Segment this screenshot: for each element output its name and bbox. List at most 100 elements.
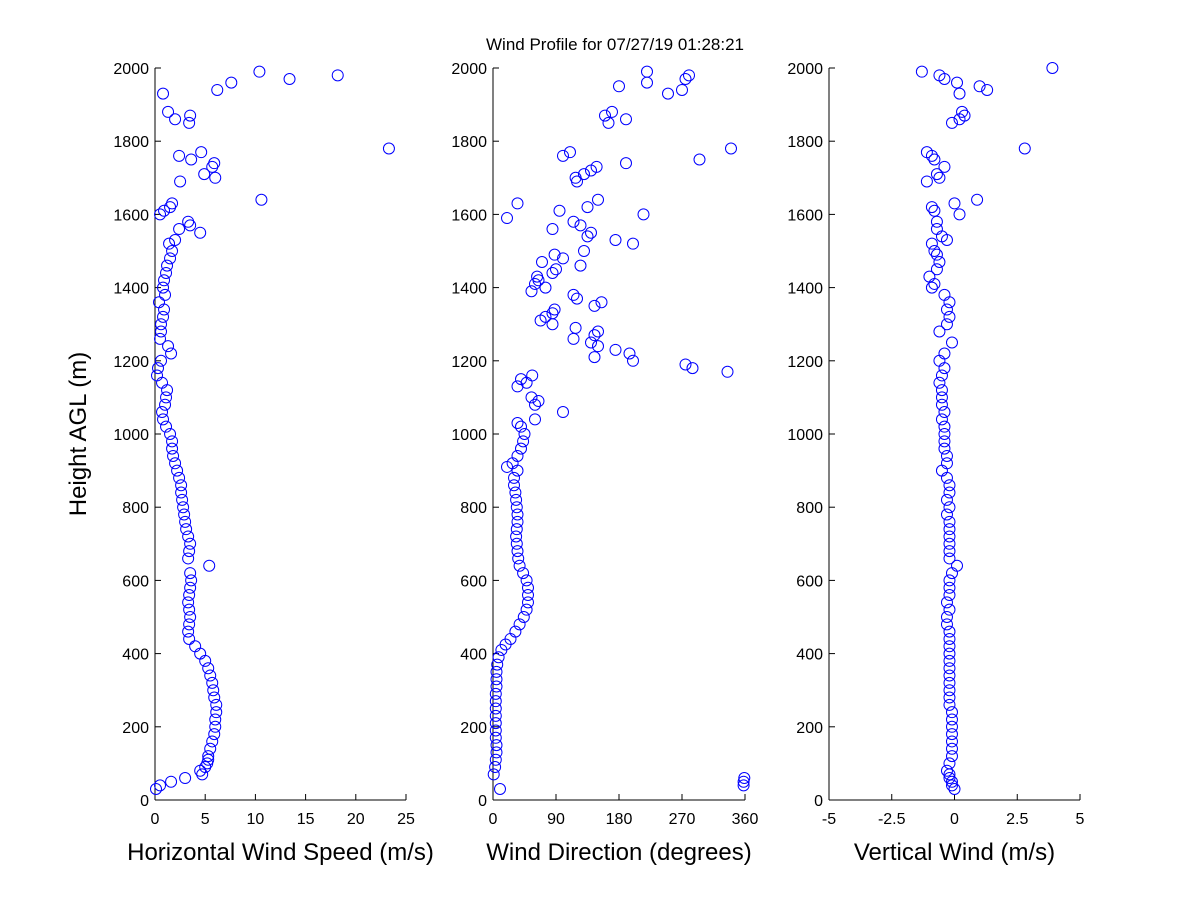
data-point: [382, 142, 395, 155]
data-point: [546, 266, 559, 279]
data-point: [935, 413, 948, 426]
x-tick-label: 270: [669, 811, 696, 828]
data-point: [928, 153, 941, 166]
data-point: [945, 713, 958, 726]
data-point: [940, 596, 953, 609]
data-point: [943, 310, 956, 323]
data-point: [154, 779, 167, 792]
data-point: [202, 662, 215, 675]
data-point: [620, 113, 632, 126]
data-point: [183, 618, 196, 631]
data-point: [155, 325, 168, 338]
y-tick-label: 0: [478, 793, 487, 810]
y-tick-label: 1000: [113, 427, 149, 444]
data-point: [943, 530, 956, 543]
data-point: [489, 753, 502, 766]
data-point: [525, 391, 538, 404]
data-point: [185, 574, 198, 587]
data-point: [194, 647, 207, 660]
data-point: [637, 208, 650, 221]
data-point: [943, 662, 956, 675]
data-point: [546, 318, 559, 331]
data-point: [943, 486, 956, 499]
data-point: [938, 442, 951, 455]
data-point: [184, 611, 197, 623]
data-point: [943, 515, 956, 528]
data-point: [943, 537, 956, 550]
data-point: [925, 237, 938, 250]
y-tick-label: 600: [122, 573, 149, 590]
x-tick-label: 5: [201, 811, 210, 828]
data-point: [564, 146, 576, 159]
data-point: [198, 168, 211, 181]
data-point: [150, 783, 163, 796]
y-tick-label: 1000: [451, 427, 487, 444]
data-point: [933, 171, 946, 184]
data-point: [953, 208, 966, 221]
data-point: [948, 783, 961, 796]
data-point: [522, 581, 534, 594]
y-tick-label: 200: [460, 720, 487, 737]
x-tick-label: 25: [397, 811, 415, 828]
x-tick-label: -2.5: [878, 811, 906, 828]
data-point: [510, 537, 523, 550]
data-point: [981, 83, 994, 96]
y-tick-label: 1400: [113, 281, 149, 298]
x-tick-label: 2.5: [1006, 811, 1028, 828]
data-point: [943, 772, 956, 785]
data-point: [208, 157, 221, 170]
y-tick-label: 2000: [451, 61, 487, 78]
data-point: [940, 611, 953, 623]
data-point: [203, 559, 216, 572]
x-tick-label: 10: [247, 811, 265, 828]
data-point: [951, 76, 964, 89]
data-point: [153, 296, 166, 309]
y-tick-label: 1400: [787, 281, 823, 298]
data-point: [930, 168, 943, 181]
data-point: [183, 603, 196, 616]
data-point: [943, 669, 956, 682]
chart-title: Wind Profile for 07/27/19 01:28:21: [486, 35, 744, 54]
data-point: [490, 746, 503, 759]
data-point: [183, 116, 196, 129]
data-point: [945, 116, 958, 129]
y-tick-label: 200: [796, 720, 823, 737]
y-tick-label: 1200: [113, 354, 149, 371]
x-tick-label: 15: [297, 811, 315, 828]
data-point: [512, 552, 525, 565]
data-point: [943, 589, 956, 602]
data-point: [169, 113, 182, 126]
data-point: [253, 65, 266, 78]
data-point: [953, 87, 966, 100]
data-point: [930, 248, 943, 261]
data-point: [157, 281, 170, 294]
data-point: [151, 369, 164, 382]
data-point: [167, 449, 180, 462]
y-tick-label: 1200: [787, 354, 823, 371]
data-point: [915, 65, 928, 78]
data-point: [169, 234, 182, 247]
data-point: [574, 219, 587, 232]
x-tick-label: 0: [151, 811, 160, 828]
data-point: [925, 201, 938, 214]
data-point: [943, 625, 956, 638]
data-point: [935, 391, 948, 404]
data-point: [162, 340, 175, 353]
data-point: [511, 417, 524, 430]
data-point: [522, 596, 534, 609]
data-point: [938, 160, 951, 173]
data-point: [510, 493, 523, 506]
data-point: [492, 651, 505, 664]
data-point: [971, 193, 984, 206]
data-point: [156, 376, 169, 389]
data-point: [182, 530, 195, 543]
data-point: [208, 691, 221, 704]
data-point: [173, 471, 186, 484]
data-point: [160, 420, 173, 433]
data-point: [958, 109, 971, 122]
data-point: [945, 720, 958, 733]
data-point: [152, 362, 165, 375]
data-point: [627, 237, 639, 250]
data-point: [522, 589, 534, 602]
